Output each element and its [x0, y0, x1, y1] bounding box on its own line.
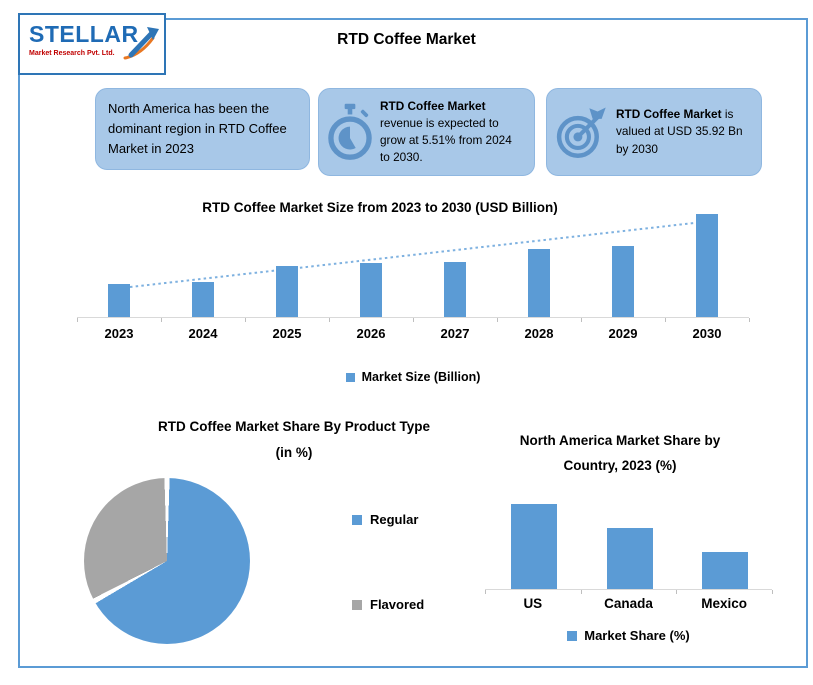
- bar-Canada: [606, 528, 653, 589]
- info-card-valuation: RTD Coffee Market is valued at USD 35.92…: [546, 88, 762, 176]
- legend-marker: [567, 630, 578, 641]
- category-label: 2026: [356, 326, 386, 341]
- country-chart-title: North America Market Share by Country, 2…: [519, 433, 721, 473]
- page-border-frame: [18, 18, 808, 668]
- country-chart-plot: [485, 504, 773, 594]
- stopwatch-icon: [328, 103, 372, 160]
- bar-2029: [612, 246, 634, 317]
- bar-2028: [528, 249, 550, 317]
- legend-marker: [352, 599, 362, 610]
- axis-tick: [676, 590, 678, 594]
- info-card-text: North America has been the dominant regi…: [108, 100, 287, 157]
- bar-Mexico: [702, 552, 749, 589]
- axis-tick: [329, 318, 330, 322]
- target-icon: [556, 107, 606, 158]
- bar-2023: [108, 284, 130, 317]
- pie-chart-title: RTD Coffee Market Share By Product Type …: [157, 419, 431, 460]
- bar-US: [511, 504, 557, 589]
- info-card-dominant-region: North America has been the dominant regi…: [95, 88, 310, 170]
- category-label: 2024: [188, 326, 218, 341]
- legend-label: Market Size (Billion): [361, 370, 481, 384]
- product-type-pie: [84, 478, 250, 644]
- axis-tick: [245, 318, 246, 322]
- legend-item-regular: Regular: [352, 512, 418, 527]
- logo-brand-text: STELLAR: [29, 21, 139, 47]
- legend-label: Regular: [370, 512, 419, 527]
- axis-tick: [665, 318, 666, 322]
- category-label: Mexico: [701, 596, 748, 611]
- category-label: 2029: [608, 326, 638, 341]
- country-chart-legend: Market Share (%): [485, 628, 772, 643]
- category-label: 2027: [440, 326, 470, 341]
- stellar-logo: STELLAR Market Research Pvt. Ltd.: [18, 13, 166, 75]
- axis-tick: [749, 318, 750, 322]
- axis-tick: [580, 590, 582, 594]
- category-label: 2028: [524, 326, 554, 341]
- axis-tick: [77, 318, 78, 322]
- logo-growth-arrow-icon: [123, 27, 159, 60]
- category-label: 2025: [272, 326, 302, 341]
- info-card-text: RTD Coffee Market is valued at USD 35.92…: [616, 107, 743, 156]
- bar-2030: [696, 214, 718, 317]
- legend-label: Market Share (%): [584, 628, 690, 643]
- logo-tagline: Market Research Pvt. Ltd.: [29, 50, 115, 57]
- market-size-x-axis-labels: 2023 2024 2025 2026 2027 2028 2029 2030: [77, 326, 749, 344]
- axis-tick: [772, 590, 773, 594]
- bar-2024: [192, 282, 214, 317]
- axis-tick: [485, 590, 486, 594]
- market-size-chart-title: RTD Coffee Market Size from 2023 to 2030…: [202, 200, 558, 215]
- country-chart-x-axis-labels: US Canada Mexico: [485, 596, 772, 616]
- market-size-legend: Market Size (Billion): [77, 370, 749, 384]
- axis-tick: [581, 318, 582, 322]
- legend-marker: [345, 372, 355, 382]
- market-size-chart-plot: [77, 214, 750, 322]
- axis-tick: [413, 318, 414, 322]
- axis-tick: [497, 318, 498, 322]
- info-card-text: RTD Coffee Market revenue is expected to…: [380, 98, 512, 165]
- legend-item-flavored: Flavored: [352, 597, 424, 612]
- axis-tick: [161, 318, 162, 322]
- category-label: 2023: [104, 326, 134, 341]
- info-card-growth-rate: RTD Coffee Market revenue is expected to…: [318, 88, 535, 176]
- bar-2025: [276, 266, 298, 317]
- legend-label: Flavored: [370, 597, 425, 612]
- category-label: 2030: [692, 326, 722, 341]
- category-label: Canada: [604, 596, 653, 611]
- trendline: [129, 222, 695, 289]
- page-title: RTD Coffee Market: [337, 31, 476, 48]
- bar-2026: [360, 263, 382, 317]
- bar-2027: [444, 262, 466, 317]
- legend-marker: [352, 514, 362, 525]
- category-label: US: [523, 596, 543, 611]
